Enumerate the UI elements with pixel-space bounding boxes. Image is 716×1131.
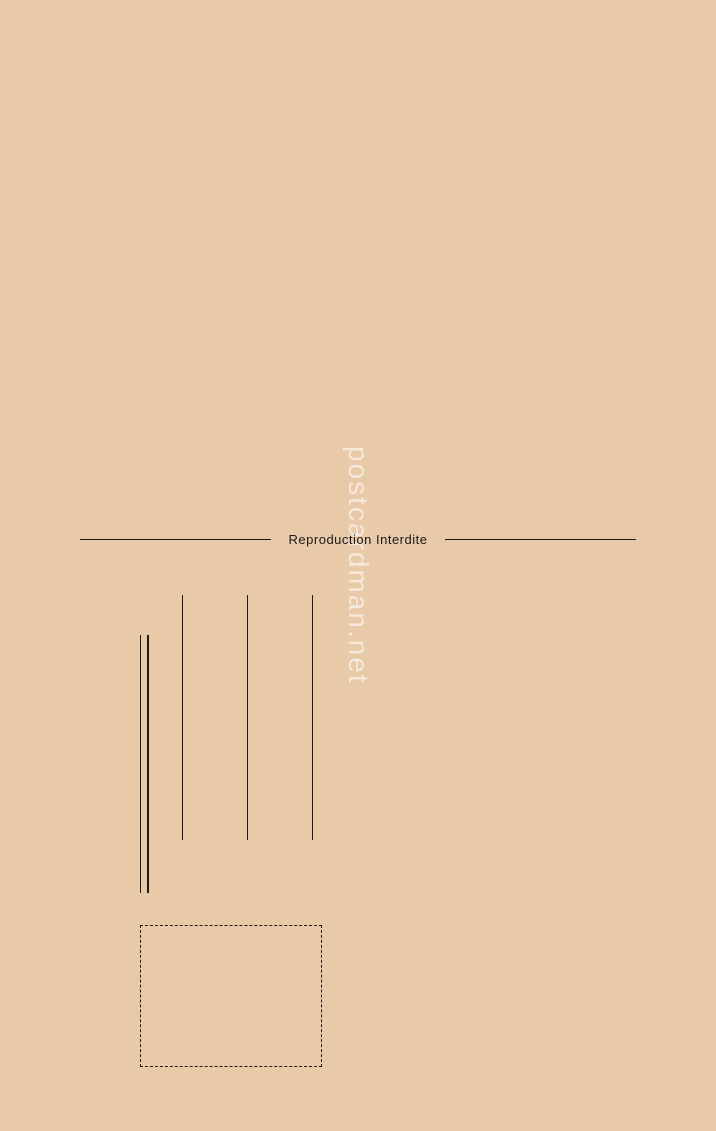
divider-line-left bbox=[80, 539, 271, 540]
address-line-3 bbox=[312, 595, 313, 840]
address-line-1 bbox=[182, 595, 183, 840]
address-lines-group bbox=[182, 595, 185, 840]
side-line-thin bbox=[140, 635, 141, 893]
side-line-thick bbox=[147, 635, 149, 893]
divider-line-right bbox=[445, 539, 636, 540]
postcard-back: postcardman.net Reproduction Interdite bbox=[0, 0, 716, 1131]
stamp-placeholder bbox=[140, 925, 322, 1067]
watermark-text: postcardman.net bbox=[342, 0, 374, 1131]
divider-label: Reproduction Interdite bbox=[271, 532, 446, 547]
divider-section: Reproduction Interdite bbox=[80, 532, 636, 547]
address-line-2 bbox=[247, 595, 248, 840]
